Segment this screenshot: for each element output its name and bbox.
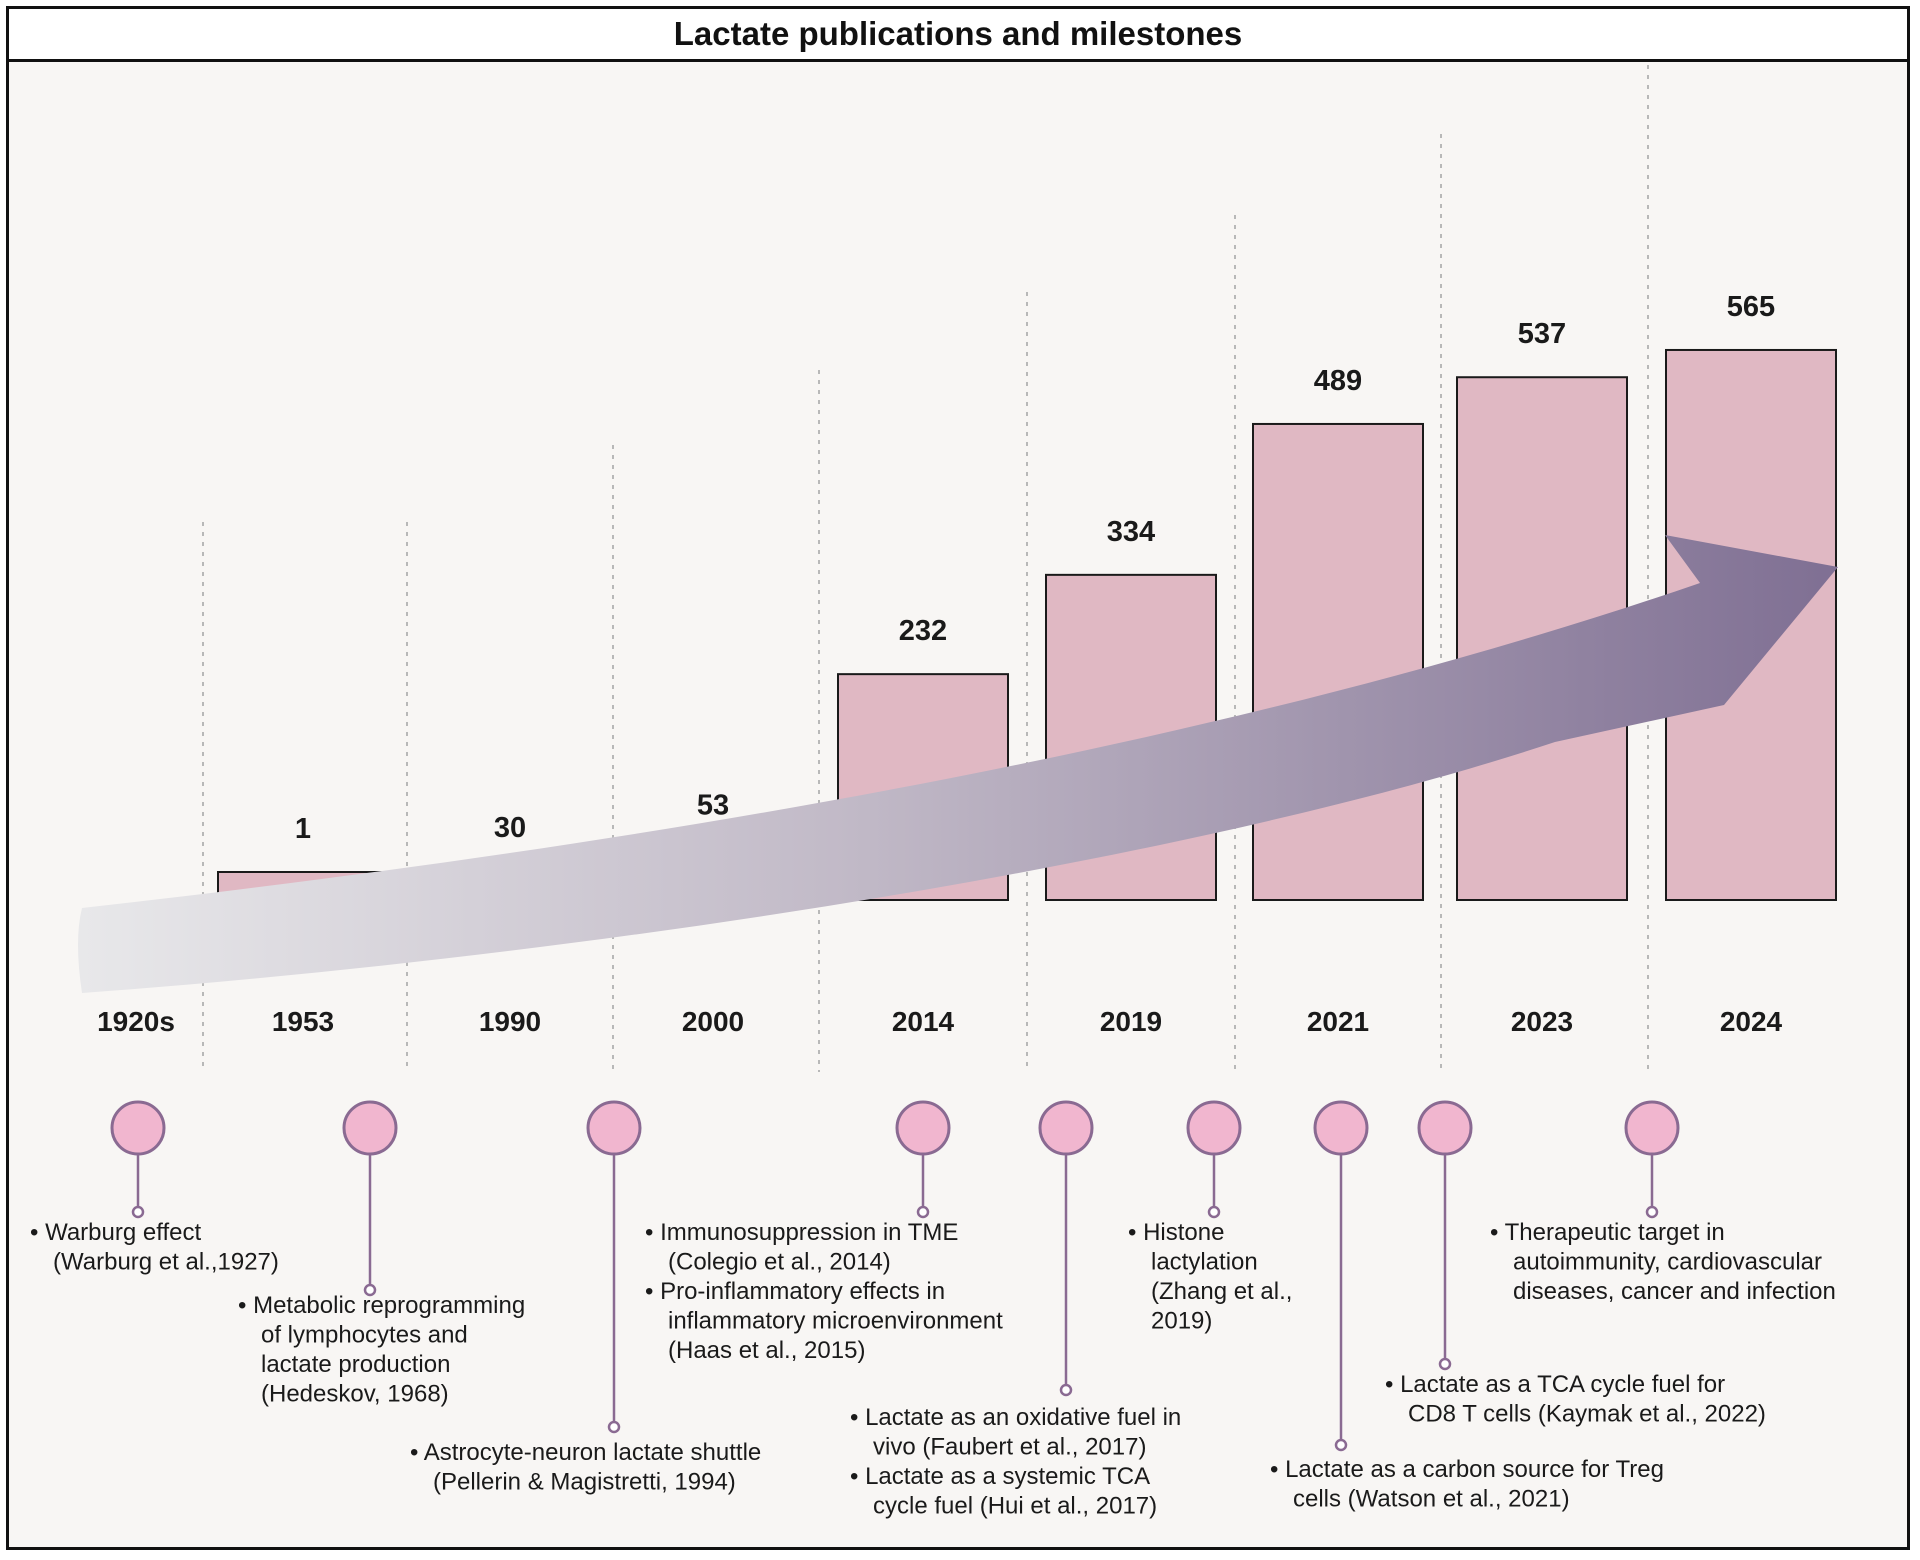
milestone-marker xyxy=(1417,1100,1473,1156)
milestone-text: • Lactate as a carbon source for Treg cel… xyxy=(1270,1456,1664,1513)
milestones: • Warburg effect (Warburg et al.,1927) • M… xyxy=(30,1100,1836,1520)
year-label-2021: 2021 xyxy=(1307,1006,1369,1037)
milestone-line: • Warburg effect xyxy=(30,1219,201,1246)
milestone-marker xyxy=(1624,1100,1680,1156)
value-label-1990: 30 xyxy=(494,812,526,844)
milestone-marker xyxy=(342,1100,398,1156)
milestone-line: • Astrocyte-neuron lactate shuttle xyxy=(410,1439,761,1466)
milestone-marker xyxy=(1186,1100,1242,1156)
trend-arrow xyxy=(78,535,1838,993)
milestone-line: cells (Watson et al., 2021) xyxy=(1293,1486,1570,1513)
milestone-text: • Immunosuppression in TME (Colegio et al… xyxy=(645,1219,1003,1364)
labels: 1 30 53 232 334 489 537 565 1920s 1953 1990 2000 201… xyxy=(97,291,1783,1037)
milestone-text: • Lactate as a TCA cycle fuel for CD8 T c… xyxy=(1385,1371,1766,1428)
milestone-line: • Histone xyxy=(1128,1219,1224,1246)
year-label-2000: 2000 xyxy=(682,1006,744,1037)
milestone-line: diseases, cancer and infection xyxy=(1513,1278,1836,1305)
milestone-line: • Lactate as a carbon source for Treg xyxy=(1270,1456,1664,1483)
milestone-line: (Colegio et al., 2014) xyxy=(668,1249,891,1276)
year-label-2023: 2023 xyxy=(1511,1006,1573,1037)
milestone-line: • Lactate as a systemic TCA xyxy=(850,1463,1150,1490)
milestone-line: • Therapeutic target in xyxy=(1490,1219,1725,1246)
milestone-line: cycle fuel (Hui et al., 2017) xyxy=(873,1493,1157,1520)
value-label-2019: 334 xyxy=(1107,516,1155,548)
milestone-stem-end xyxy=(1645,1205,1659,1219)
milestone-line: lactylation xyxy=(1151,1249,1258,1276)
growth-arrow xyxy=(78,535,1838,993)
milestone-line: inflammatory microenvironment xyxy=(668,1308,1003,1335)
bar-2021 xyxy=(1252,422,1424,901)
year-label-1990: 1990 xyxy=(479,1006,541,1037)
value-label-2024: 565 xyxy=(1727,291,1775,323)
milestone-text: • Histone lactylation (Zhang et al., 2019) xyxy=(1128,1219,1292,1335)
year-label-2024: 2024 xyxy=(1720,1006,1783,1037)
milestone-line: • Metabolic reprogramming xyxy=(238,1292,525,1319)
milestone-stem-end xyxy=(1059,1383,1073,1397)
milestone-text: • Astrocyte-neuron lactate shuttle (Pelle… xyxy=(410,1439,761,1496)
milestone-line: (Zhang et al., xyxy=(1151,1278,1292,1305)
milestone-line: • Immunosuppression in TME xyxy=(645,1219,958,1246)
year-label-2019: 2019 xyxy=(1100,1006,1162,1037)
value-label-2000: 53 xyxy=(697,789,729,821)
milestone-line: vivo (Faubert et al., 2017) xyxy=(873,1434,1146,1461)
milestone-line: lactate production xyxy=(261,1351,450,1378)
milestone-stem-end xyxy=(1438,1357,1452,1371)
milestone-line: 2019) xyxy=(1151,1308,1212,1335)
milestone-marker xyxy=(586,1100,642,1156)
milestone-line: autoimmunity, cardiovascular xyxy=(1513,1249,1822,1276)
milestone-line: (Warburg et al.,1927) xyxy=(53,1249,279,1276)
milestone-stem-end xyxy=(916,1205,930,1219)
milestone-line: • Pro-inflammatory effects in xyxy=(645,1278,945,1305)
milestone-marker xyxy=(1313,1100,1369,1156)
value-label-2023: 537 xyxy=(1518,318,1566,350)
year-label-1920s: 1920s xyxy=(97,1006,175,1037)
milestone-stem-end xyxy=(1334,1438,1348,1452)
milestone-stem-end xyxy=(363,1283,377,1297)
milestone-stem-end xyxy=(607,1420,621,1434)
value-label-1953: 1 xyxy=(295,813,311,845)
value-label-2014: 232 xyxy=(899,615,947,647)
milestone-stem-end xyxy=(131,1205,145,1219)
milestone-text: • Lactate as an oxidative fuel in vivo (F… xyxy=(850,1404,1181,1520)
milestone-text: • Metabolic reprogramming of lymphocytes … xyxy=(238,1292,525,1408)
milestone-line: (Haas et al., 2015) xyxy=(668,1337,865,1364)
chart-title: Lactate publications and milestones xyxy=(9,9,1907,62)
milestone-line: (Hedeskov, 1968) xyxy=(261,1381,449,1408)
milestone-text: • Therapeutic target in autoimmunity, car… xyxy=(1490,1219,1836,1305)
year-label-2014: 2014 xyxy=(892,1006,955,1037)
milestone-marker xyxy=(895,1100,951,1156)
milestone-marker xyxy=(110,1100,166,1156)
milestone-line: • Lactate as a TCA cycle fuel for xyxy=(1385,1371,1725,1398)
year-label-1953: 1953 xyxy=(272,1006,334,1037)
milestone-line: CD8 T cells (Kaymak et al., 2022) xyxy=(1408,1401,1766,1428)
milestone-line: • Lactate as an oxidative fuel in xyxy=(850,1404,1181,1431)
milestone-stem-end xyxy=(1207,1205,1221,1219)
milestone-line: (Pellerin & Magistretti, 1994) xyxy=(433,1469,736,1496)
milestone-text: • Warburg effect (Warburg et al.,1927) xyxy=(30,1219,279,1276)
gridlines xyxy=(202,65,1649,1072)
milestone-marker xyxy=(1038,1100,1094,1156)
value-label-2021: 489 xyxy=(1314,365,1362,397)
milestone-line: of lymphocytes and xyxy=(261,1322,468,1349)
